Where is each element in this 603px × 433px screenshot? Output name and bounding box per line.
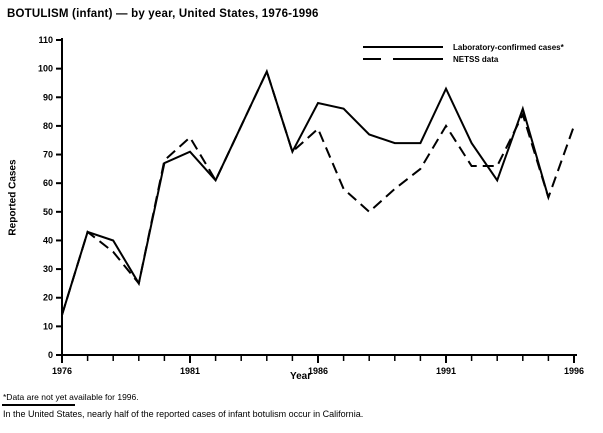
x-tick-label: 1991 [436,366,456,376]
y-tick-label: 80 [43,121,53,131]
footnote-california: In the United States, nearly half of the… [3,409,364,419]
y-tick-label: 100 [38,64,53,74]
y-tick-label: 10 [43,321,53,331]
legend: Laboratory-confirmed cases* NETSS data [363,41,564,65]
x-axis-title: Year [290,371,312,382]
legend-label-laboratory-confirmed: Laboratory-confirmed cases* [453,42,564,52]
y-tick-label: 70 [43,150,53,160]
x-tick-label: 1981 [180,366,200,376]
series-line-netss [61,68,575,316]
y-tick-label: 110 [38,35,53,45]
solid-line-swatch [363,46,443,48]
footnote-data-availability: *Data are not yet available for 1996. [3,392,139,402]
x-tick-label: 1976 [52,366,72,376]
x-tick-label: 1986 [308,366,328,376]
y-tick-label: 50 [43,207,53,217]
x-tick-label: 1996 [564,366,584,376]
y-tick-label: 40 [43,235,53,245]
y-axis-title: Reported Cases [7,159,19,236]
legend-item-netss: NETSS data [363,53,564,65]
y-tick-label: 30 [43,264,53,274]
legend-item-laboratory-confirmed: Laboratory-confirmed cases* [363,41,564,53]
chart-title: BOTULISM (infant) — by year, United Stat… [7,8,319,20]
y-tick-label: 60 [43,178,53,188]
footnote-divider [2,404,75,406]
dashed-line-swatch [363,58,443,60]
legend-label-netss: NETSS data [453,54,499,64]
y-tick-label: 90 [43,92,53,102]
y-tick-label: 0 [48,350,53,360]
y-tick-label: 20 [43,293,53,303]
